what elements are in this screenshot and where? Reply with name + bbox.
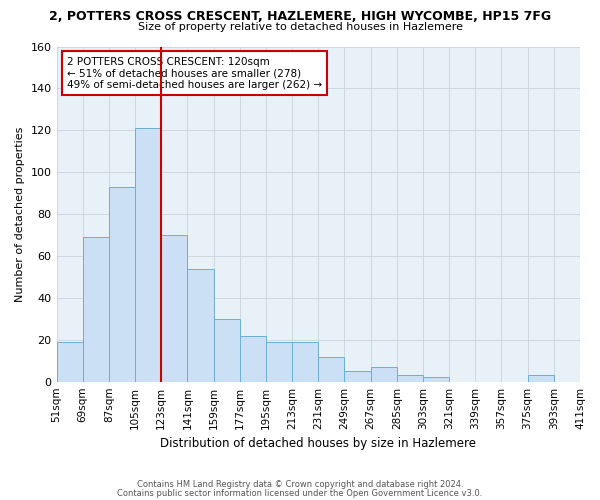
Bar: [371, 367, 397, 382]
Bar: [292, 342, 318, 382]
Bar: [187, 268, 214, 382]
Bar: [318, 356, 344, 382]
Text: Contains HM Land Registry data © Crown copyright and database right 2024.: Contains HM Land Registry data © Crown c…: [137, 480, 463, 489]
Bar: [266, 342, 292, 382]
Bar: [109, 187, 135, 382]
Bar: [56, 342, 83, 382]
Bar: [214, 319, 240, 382]
Bar: [527, 376, 554, 382]
Bar: [344, 371, 371, 382]
Bar: [135, 128, 161, 382]
Text: 2, POTTERS CROSS CRESCENT, HAZLEMERE, HIGH WYCOMBE, HP15 7FG: 2, POTTERS CROSS CRESCENT, HAZLEMERE, HI…: [49, 10, 551, 23]
Text: Contains public sector information licensed under the Open Government Licence v3: Contains public sector information licen…: [118, 489, 482, 498]
Bar: [240, 336, 266, 382]
X-axis label: Distribution of detached houses by size in Hazlemere: Distribution of detached houses by size …: [160, 437, 476, 450]
Bar: [397, 376, 423, 382]
Bar: [161, 235, 187, 382]
Bar: [83, 237, 109, 382]
Bar: [423, 378, 449, 382]
Y-axis label: Number of detached properties: Number of detached properties: [15, 126, 25, 302]
Text: Size of property relative to detached houses in Hazlemere: Size of property relative to detached ho…: [137, 22, 463, 32]
Text: 2 POTTERS CROSS CRESCENT: 120sqm
← 51% of detached houses are smaller (278)
49% : 2 POTTERS CROSS CRESCENT: 120sqm ← 51% o…: [67, 56, 322, 90]
